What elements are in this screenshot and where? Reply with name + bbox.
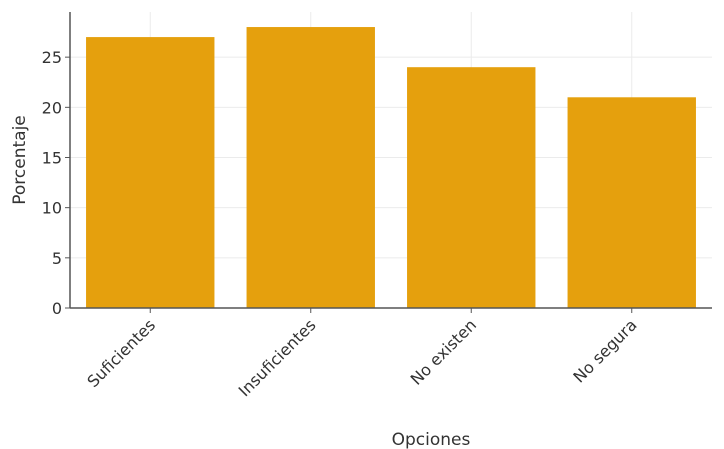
- bar-no-existen: [407, 67, 536, 309]
- x-tick-label: Suficientes: [83, 315, 159, 391]
- x-tick-label: No segura: [569, 315, 640, 386]
- y-tick-label: 15: [42, 148, 62, 167]
- bar-insuficientes: [246, 27, 375, 309]
- y-tick-label: 20: [42, 98, 62, 117]
- y-tick-label: 5: [52, 249, 62, 268]
- y-tick-label: 25: [42, 48, 62, 67]
- axes: [69, 12, 712, 309]
- x-tick-label: Insuficientes: [235, 315, 320, 400]
- y-ticks: 0 5 10 15 20 25: [42, 48, 70, 318]
- x-ticks: Suficientes Insuficientes No existen No seg…: [83, 308, 641, 400]
- bar-no-segura: [567, 97, 696, 308]
- y-axis-title: Porcentaje: [10, 115, 30, 205]
- x-tick-label: No existen: [407, 315, 480, 388]
- bar-suficientes: [86, 37, 215, 308]
- y-tick-label: 0: [52, 299, 62, 318]
- x-axis-title: Opciones: [392, 430, 471, 449]
- bars: [86, 27, 696, 309]
- y-tick-label: 10: [42, 199, 62, 218]
